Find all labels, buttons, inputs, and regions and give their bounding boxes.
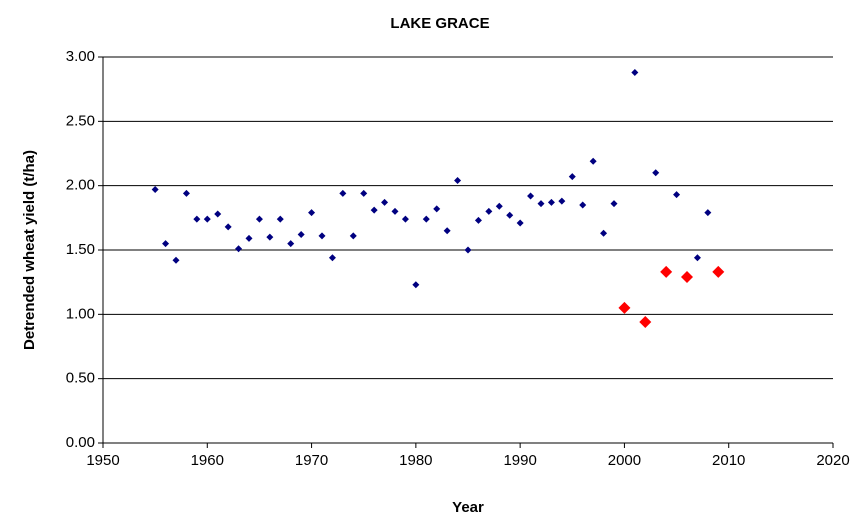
point <box>579 201 587 209</box>
point <box>568 173 576 181</box>
point <box>381 198 389 206</box>
point <box>433 205 441 213</box>
point <box>214 210 222 218</box>
point <box>224 223 232 231</box>
y-tick-label: 1.50 <box>66 241 95 258</box>
point <box>162 240 170 248</box>
point <box>516 219 524 227</box>
point <box>235 245 243 253</box>
point <box>712 265 725 278</box>
point <box>266 233 274 241</box>
point <box>182 189 190 197</box>
point <box>151 186 159 194</box>
point <box>527 192 535 200</box>
point <box>631 68 639 76</box>
x-tick-label: 1950 <box>86 452 119 469</box>
point <box>474 216 482 224</box>
point <box>464 246 472 254</box>
point <box>339 189 347 197</box>
point <box>276 215 284 223</box>
point <box>693 254 701 262</box>
y-tick-label: 0.00 <box>66 434 95 451</box>
y-axis-title: Detrended wheat yield (t/ha) <box>21 150 38 350</box>
y-tick-label: 1.00 <box>66 305 95 322</box>
y-tick-label: 2.50 <box>66 112 95 129</box>
point <box>618 301 631 314</box>
point <box>422 215 430 223</box>
point <box>454 177 462 185</box>
point <box>610 200 618 208</box>
point <box>287 240 295 248</box>
point <box>193 215 201 223</box>
point <box>495 202 503 210</box>
x-tick-label: 1990 <box>503 452 536 469</box>
point <box>255 215 263 223</box>
point <box>297 231 305 239</box>
point <box>485 207 493 215</box>
x-tick-label: 2020 <box>816 452 849 469</box>
point <box>704 209 712 217</box>
x-tick-label: 1960 <box>191 452 224 469</box>
point <box>308 209 316 217</box>
point <box>443 227 451 235</box>
x-tick-label: 2010 <box>712 452 745 469</box>
chart-title: LAKE GRACE <box>390 15 489 32</box>
point <box>673 191 681 199</box>
x-tick-label: 2000 <box>608 452 641 469</box>
x-axis-title: Year <box>452 499 484 516</box>
point <box>681 271 693 284</box>
y-tick-label: 2.00 <box>66 177 95 194</box>
point <box>172 256 180 264</box>
y-tick-label: 3.00 <box>66 48 95 65</box>
point <box>639 316 652 329</box>
point <box>589 157 597 165</box>
point <box>652 169 660 177</box>
point <box>360 189 368 197</box>
point <box>349 232 357 240</box>
point <box>401 215 409 223</box>
point <box>370 206 378 214</box>
x-tick-label: 1970 <box>295 452 328 469</box>
point <box>600 229 608 237</box>
point <box>245 234 253 242</box>
point <box>537 200 545 208</box>
point <box>328 254 336 262</box>
y-tick-label: 0.50 <box>66 370 95 387</box>
point <box>558 197 566 205</box>
point <box>547 198 555 206</box>
point <box>660 265 673 278</box>
point <box>506 211 514 219</box>
point <box>318 232 326 240</box>
point <box>203 215 211 223</box>
point <box>391 207 399 215</box>
point <box>412 281 420 289</box>
x-tick-label: 1980 <box>399 452 432 469</box>
